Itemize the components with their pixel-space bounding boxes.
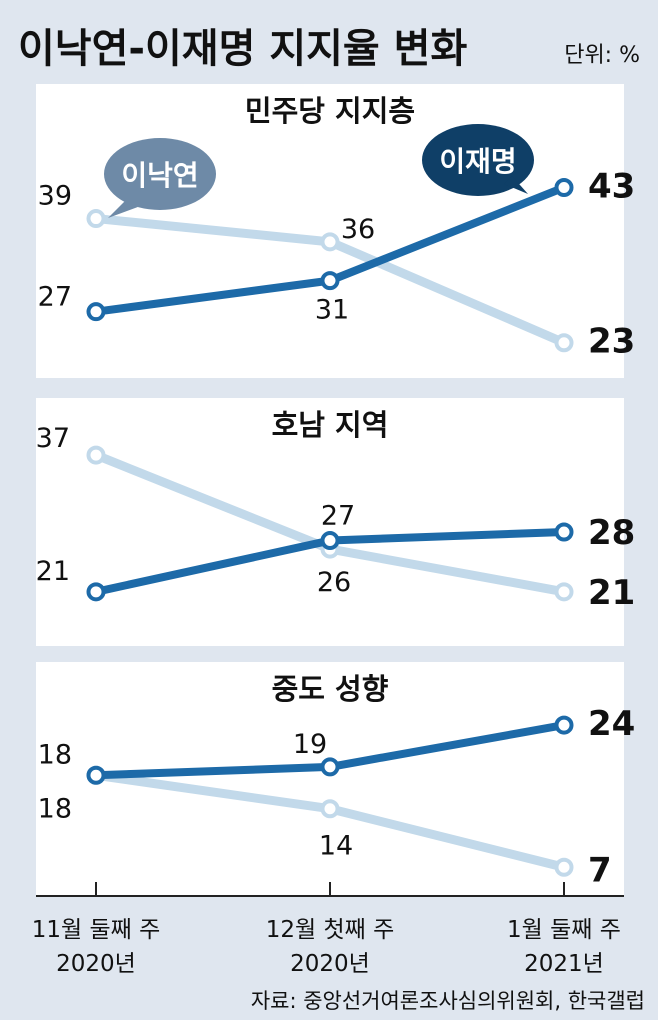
data-label-lee_nakyon: 36 bbox=[341, 214, 375, 245]
data-label-lee_nakyon: 7 bbox=[588, 850, 612, 890]
x-tick-label: 1월 둘째 주 bbox=[507, 917, 621, 943]
data-label-lee_nakyon: 18 bbox=[38, 793, 72, 824]
data-label-lee_jaemyung: 27 bbox=[321, 501, 355, 532]
data-point-lee_nakyon bbox=[86, 445, 106, 465]
source-note: 자료: 중앙선거여론조사심의위원회, 한국갤럽 bbox=[251, 989, 645, 1013]
data-label-lee_jaemyung: 31 bbox=[315, 295, 349, 326]
data-label-lee_jaemyung: 43 bbox=[588, 167, 635, 207]
x-tick-label-year: 2021년 bbox=[524, 951, 604, 977]
data-label-lee_jaemyung: 27 bbox=[38, 282, 72, 313]
data-point-lee_jaemyung bbox=[320, 271, 340, 291]
data-point-lee_jaemyung bbox=[86, 302, 106, 322]
data-label-lee_nakyon: 21 bbox=[588, 573, 635, 613]
bubble-label: 이재명 bbox=[439, 145, 516, 178]
bubble-tail bbox=[504, 176, 528, 194]
panel-title: 중도 성향 bbox=[272, 672, 389, 706]
data-label-lee_jaemyung: 19 bbox=[293, 729, 327, 760]
data-label-lee_jaemyung: 21 bbox=[36, 556, 70, 587]
data-label-lee_nakyon: 39 bbox=[38, 181, 72, 212]
data-label-lee_jaemyung: 24 bbox=[588, 704, 635, 744]
x-tick-label: 12월 첫째 주 bbox=[266, 917, 395, 943]
data-point-lee_nakyon bbox=[320, 232, 340, 252]
panel-1: 민주당 지지층 39 36 23 27 31 43 이낙연 이재명 bbox=[36, 84, 635, 378]
panel-title: 호남 지역 bbox=[272, 408, 389, 442]
panel-background bbox=[36, 398, 624, 646]
panel-3: 중도 성향 18 14 7 18 19 24 bbox=[36, 662, 635, 896]
data-label-lee_nakyon: 23 bbox=[588, 322, 635, 362]
x-tick-label-year: 2020년 bbox=[56, 951, 136, 977]
data-point-lee_nakyon bbox=[554, 333, 574, 353]
x-axis: 11월 둘째 주 2020년 12월 첫째 주 2020년 1월 둘째 주 2021년 bbox=[32, 882, 624, 977]
bubble-tail bbox=[108, 198, 146, 218]
data-point-lee_nakyon bbox=[320, 799, 340, 819]
data-label-lee_nakyon: 14 bbox=[319, 831, 353, 862]
data-point-lee_jaemyung bbox=[86, 765, 106, 785]
data-point-lee_jaemyung bbox=[554, 715, 574, 735]
data-point-lee_jaemyung bbox=[554, 178, 574, 198]
data-label-lee_jaemyung: 28 bbox=[588, 513, 635, 553]
x-tick-label-year: 2020년 bbox=[290, 951, 370, 977]
chart-title: 이낙연-이재명 지지율 변화 bbox=[18, 26, 467, 72]
data-point-lee_jaemyung bbox=[554, 522, 574, 542]
data-point-lee_jaemyung bbox=[320, 531, 340, 551]
data-point-lee_jaemyung bbox=[86, 582, 106, 602]
bubble-shape bbox=[422, 124, 534, 196]
x-tick-label: 11월 둘째 주 bbox=[32, 917, 161, 943]
panel-title: 민주당 지지층 bbox=[245, 94, 415, 128]
data-point-lee_jaemyung bbox=[320, 757, 340, 777]
bubble-label: 이낙연 bbox=[121, 159, 198, 192]
bubble-lee-nakyon: 이낙연 bbox=[104, 138, 216, 218]
unit-label: 단위: % bbox=[564, 43, 640, 68]
bubble-lee-jaemyung: 이재명 bbox=[422, 124, 534, 196]
data-label-lee_nakyon: 26 bbox=[317, 567, 351, 598]
bubble-shape bbox=[104, 138, 216, 210]
data-point-lee_nakyon bbox=[86, 209, 106, 229]
data-point-lee_nakyon bbox=[554, 857, 574, 877]
data-point-lee_nakyon bbox=[554, 582, 574, 602]
panel-2: 호남 지역 37 26 21 21 27 28 bbox=[36, 398, 635, 646]
data-label-lee_nakyon: 37 bbox=[36, 423, 70, 454]
data-label-lee_jaemyung: 18 bbox=[38, 739, 72, 770]
